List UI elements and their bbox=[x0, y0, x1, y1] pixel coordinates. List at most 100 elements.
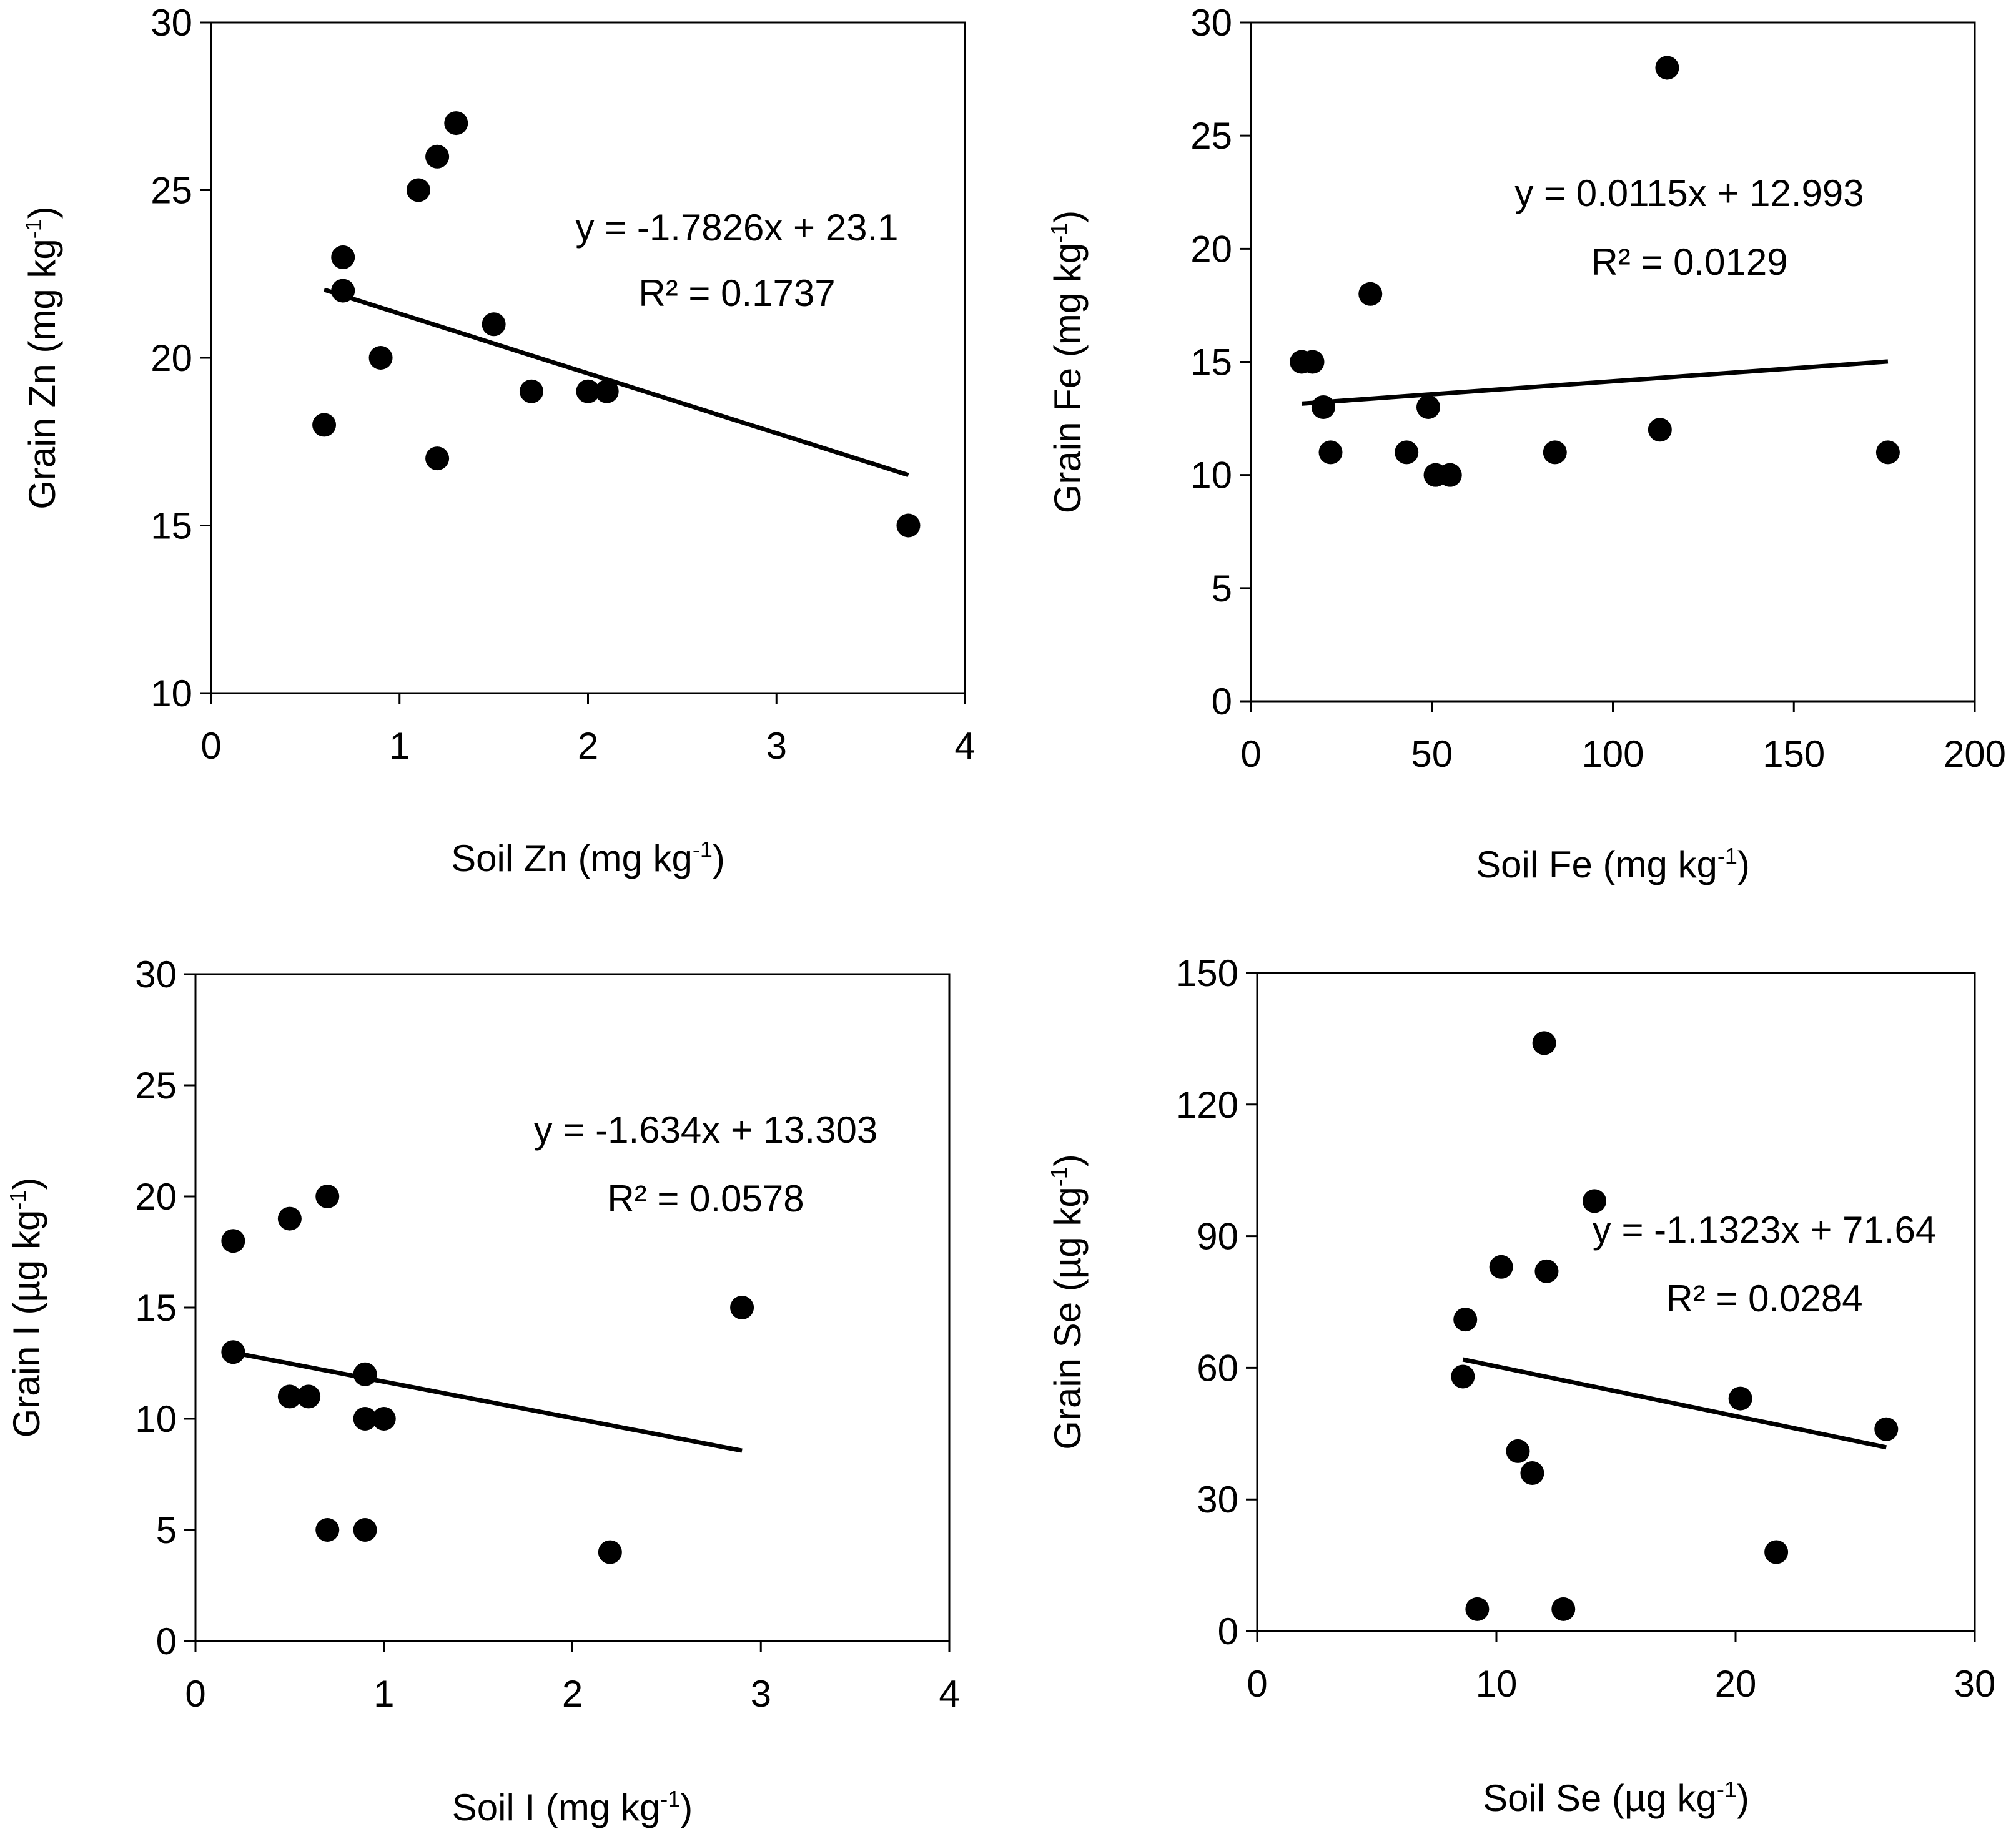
r-squared: R² = 0.1737 bbox=[638, 272, 835, 314]
y-tick-label: 60 bbox=[1197, 1347, 1238, 1389]
x-axis-title: Soil I (mg kg-1) bbox=[452, 1786, 693, 1828]
x-axis-title-closing: ) bbox=[713, 837, 725, 879]
y-tick-label: 15 bbox=[151, 505, 192, 547]
data-point bbox=[277, 1206, 302, 1231]
x-tick-label: 0 bbox=[1247, 1663, 1267, 1705]
y-tick-label: 20 bbox=[151, 337, 192, 379]
data-point bbox=[1416, 395, 1440, 419]
x-axis-title-text: Soil I (mg kg bbox=[452, 1787, 660, 1828]
x-tick-label: 1 bbox=[389, 725, 410, 767]
x-tick-label: 4 bbox=[939, 1673, 959, 1715]
y-tick-label: 15 bbox=[1190, 342, 1232, 383]
x-tick-label: 2 bbox=[578, 725, 598, 767]
data-point bbox=[1358, 282, 1383, 306]
y-tick-label: 120 bbox=[1176, 1084, 1238, 1126]
trendline bbox=[232, 1350, 743, 1453]
trendline bbox=[1301, 359, 1889, 406]
data-point bbox=[297, 1384, 321, 1409]
data-point bbox=[1648, 418, 1672, 442]
y-axis-title-superscript: -1 bbox=[21, 219, 46, 239]
x-tick-label: 20 bbox=[1715, 1663, 1757, 1705]
data-point bbox=[1543, 440, 1567, 465]
data-point bbox=[1532, 1031, 1556, 1055]
regression-equation: y = -1.634x + 13.303 bbox=[534, 1109, 877, 1151]
y-tick-label: 15 bbox=[135, 1287, 177, 1329]
y-axis-title-text: Grain I (µg kg bbox=[6, 1210, 47, 1438]
data-point bbox=[368, 346, 393, 370]
x-tick-label: 50 bbox=[1411, 733, 1453, 775]
x-tick-label: 3 bbox=[766, 725, 787, 767]
x-axis-title: Soil Se (µg kg-1) bbox=[1483, 1777, 1749, 1819]
data-point bbox=[221, 1229, 245, 1253]
data-point bbox=[1318, 440, 1343, 465]
y-tick-label: 5 bbox=[156, 1509, 177, 1551]
y-axis-title-superscript: -1 bbox=[1046, 223, 1072, 243]
y-tick-label: 25 bbox=[151, 170, 192, 212]
y-tick-label: 30 bbox=[1197, 1479, 1238, 1521]
data-point bbox=[221, 1340, 245, 1364]
data-point bbox=[598, 1540, 622, 1564]
x-axis-title: Soil Zn (mg kg-1) bbox=[451, 837, 725, 879]
plot-frame bbox=[194, 973, 951, 1642]
panel-grain-fe: 0 5 10 15 20 25 30 0 50 100 150 200 y = 0.0115x + 12… bbox=[1046, 2, 2006, 885]
trendline bbox=[1462, 1357, 1887, 1450]
data-point bbox=[595, 379, 619, 403]
data-point bbox=[1453, 1308, 1478, 1332]
x-axis-title-superscript: -1 bbox=[1717, 1777, 1737, 1802]
data-point bbox=[331, 245, 355, 269]
data-point bbox=[1551, 1597, 1576, 1621]
plot-frame bbox=[210, 21, 966, 694]
r-squared: R² = 0.0129 bbox=[1591, 241, 1787, 283]
y-tick-label: 0 bbox=[156, 1620, 177, 1662]
x-tick-label: 4 bbox=[954, 725, 975, 767]
y-tick-label: 10 bbox=[1190, 455, 1232, 496]
x-axis-title-superscript: -1 bbox=[660, 1786, 680, 1812]
y-tick-label: 0 bbox=[1212, 681, 1232, 722]
data-point bbox=[1520, 1461, 1544, 1486]
y-tick-label: 20 bbox=[1190, 228, 1232, 270]
x-axis-title-text: Soil Se (µg kg bbox=[1483, 1777, 1717, 1819]
data-point bbox=[1438, 463, 1462, 487]
x-tick-label: 100 bbox=[1581, 733, 1644, 775]
y-tick-label: 10 bbox=[151, 673, 192, 714]
data-point bbox=[1451, 1364, 1475, 1389]
data-point bbox=[896, 513, 921, 538]
x-tick-label: 10 bbox=[1476, 1663, 1518, 1705]
data-point bbox=[353, 1362, 377, 1386]
x-axis-title-closing: ) bbox=[680, 1787, 693, 1828]
x-tick-label: 0 bbox=[1240, 733, 1261, 775]
x-axis-title-superscript: -1 bbox=[693, 837, 713, 862]
r-squared: R² = 0.0284 bbox=[1666, 1278, 1862, 1319]
x-tick-label: 200 bbox=[1944, 733, 2006, 775]
x-tick-label: 150 bbox=[1762, 733, 1825, 775]
plot-frame bbox=[1256, 972, 1976, 1632]
data-point bbox=[730, 1296, 754, 1319]
y-tick-label: 30 bbox=[151, 2, 192, 44]
x-tick-label: 1 bbox=[373, 1673, 394, 1715]
data-point bbox=[1534, 1259, 1559, 1283]
y-tick-label: 30 bbox=[1190, 2, 1232, 44]
x-tick-label: 0 bbox=[185, 1673, 205, 1715]
y-axis-title-text: Grain Fe (mg kg bbox=[1047, 243, 1089, 513]
r-squared: R² = 0.0578 bbox=[607, 1178, 804, 1220]
y-tick-label: 150 bbox=[1176, 952, 1238, 994]
y-axis-title-closing: ) bbox=[1047, 1154, 1089, 1166]
y-tick-label: 30 bbox=[135, 954, 177, 995]
x-tick-label: 3 bbox=[751, 1673, 771, 1715]
x-axis-title-text: Soil Zn (mg kg bbox=[451, 837, 693, 879]
data-point bbox=[1465, 1597, 1490, 1621]
y-axis-title-closing: ) bbox=[21, 206, 63, 219]
x-axis-title-closing: ) bbox=[1737, 844, 1750, 885]
data-point bbox=[353, 1407, 377, 1431]
data-point bbox=[519, 379, 543, 403]
trendline bbox=[323, 287, 909, 478]
y-axis-title: Grain Fe (mg kg-1) bbox=[1046, 210, 1089, 513]
data-point bbox=[425, 144, 450, 169]
data-point bbox=[1395, 440, 1419, 465]
data-point bbox=[482, 312, 506, 337]
y-axis-title-closing: ) bbox=[1047, 210, 1089, 223]
y-axis-title-superscript: -1 bbox=[1046, 1166, 1072, 1186]
y-axis-title: Grain I (µg kg-1) bbox=[5, 1178, 47, 1438]
data-point bbox=[315, 1185, 340, 1208]
data-point bbox=[1300, 350, 1325, 374]
